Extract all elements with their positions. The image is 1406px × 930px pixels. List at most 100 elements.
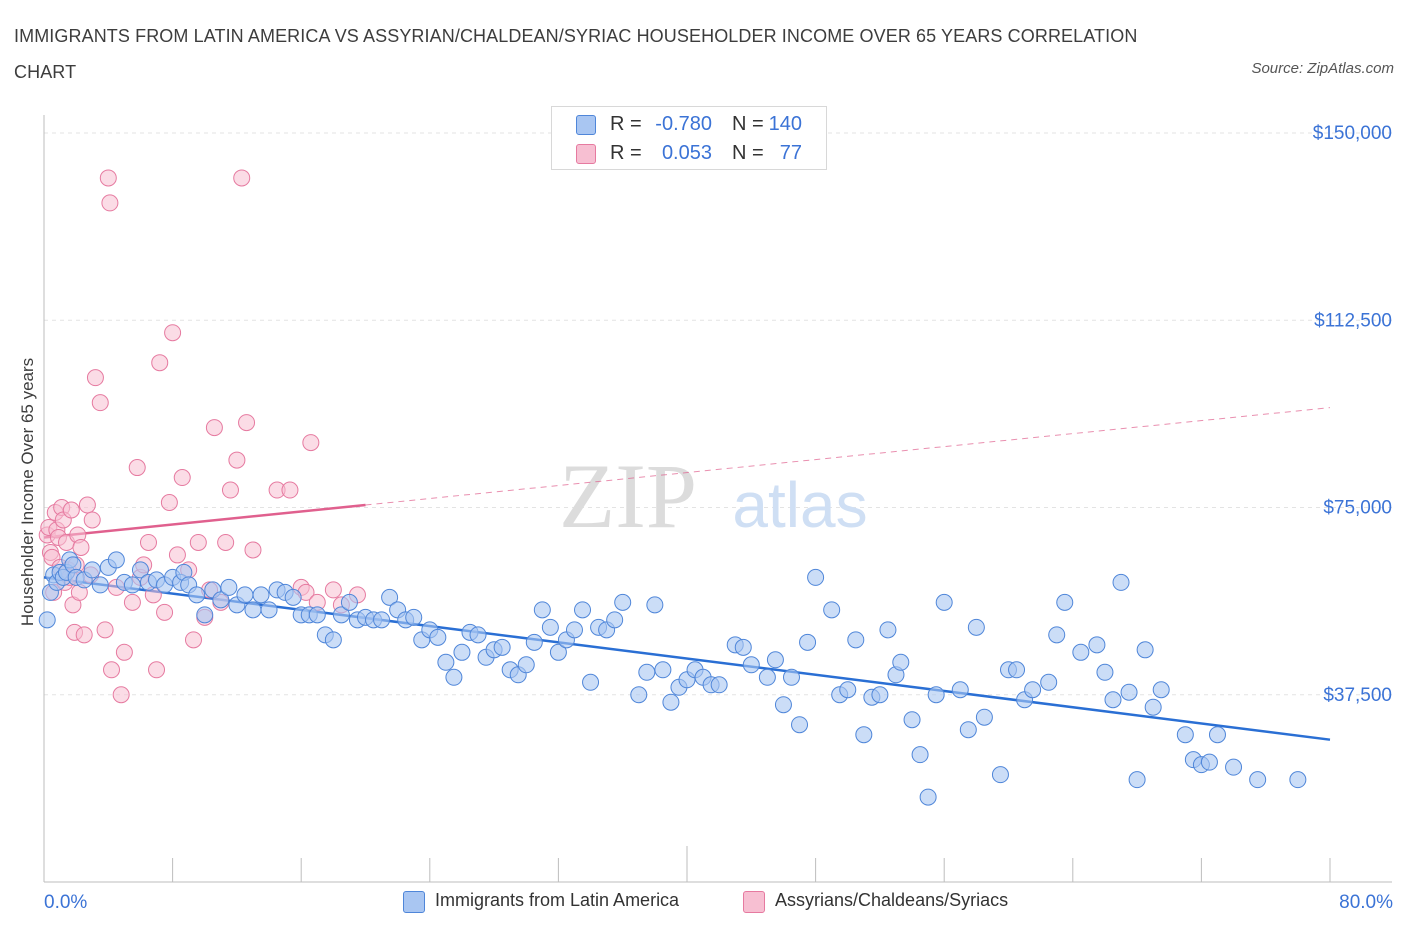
data-point-assyrian bbox=[151, 354, 169, 372]
x-tick-label: 0.0% bbox=[44, 892, 87, 913]
data-point-assyrian bbox=[244, 541, 262, 559]
data-point-assyrian bbox=[83, 511, 101, 529]
data-point-latin-america bbox=[879, 621, 897, 639]
data-point-assyrian bbox=[221, 481, 239, 499]
data-point-latin-america bbox=[38, 611, 56, 629]
y-tick-label: $150,000 bbox=[1313, 123, 1392, 144]
watermark-atlas: atlas bbox=[732, 469, 867, 541]
data-point-assyrian bbox=[228, 451, 246, 469]
data-point-latin-america bbox=[582, 673, 600, 691]
data-point-assyrian bbox=[123, 593, 141, 611]
stats-row-latin-america: R = -0.780 N = 140 bbox=[552, 111, 826, 139]
data-point-latin-america bbox=[710, 676, 728, 694]
data-point-latin-america bbox=[638, 663, 656, 681]
data-point-assyrian bbox=[173, 469, 191, 487]
data-point-assyrian bbox=[148, 661, 166, 679]
data-point-latin-america bbox=[630, 686, 648, 704]
data-point-latin-america bbox=[614, 593, 632, 611]
data-point-latin-america bbox=[1120, 683, 1138, 701]
swatch-assyrian bbox=[576, 144, 596, 164]
data-point-latin-america bbox=[541, 618, 559, 636]
data-point-latin-america bbox=[220, 578, 238, 596]
data-point-latin-america bbox=[453, 643, 471, 661]
data-point-latin-america bbox=[324, 631, 342, 649]
data-point-latin-america bbox=[381, 588, 399, 606]
data-point-latin-america bbox=[742, 656, 760, 674]
data-point-latin-america bbox=[935, 593, 953, 611]
data-point-latin-america bbox=[1104, 691, 1122, 709]
series-latin-america-points bbox=[38, 551, 1307, 806]
data-point-latin-america bbox=[469, 626, 487, 644]
data-point-latin-america bbox=[340, 593, 358, 611]
chart-title: IMMIGRANTS FROM LATIN AMERICA VS ASSYRIA… bbox=[14, 26, 1138, 82]
data-point-latin-america bbox=[847, 631, 865, 649]
r-label: R = bbox=[610, 142, 642, 164]
legend-label-latin-america: Immigrants from Latin America bbox=[435, 890, 680, 910]
legend-item-assyrian[interactable]: Assyrians/Chaldeans/Syriacs bbox=[743, 888, 1063, 916]
data-point-latin-america bbox=[892, 653, 910, 671]
data-point-assyrian bbox=[91, 394, 109, 412]
data-point-latin-america bbox=[131, 561, 149, 579]
data-point-latin-america bbox=[839, 681, 857, 699]
data-point-latin-america bbox=[1128, 771, 1146, 789]
legend-swatch-latin-america bbox=[403, 891, 425, 913]
data-point-latin-america bbox=[774, 696, 792, 714]
data-point-assyrian bbox=[168, 546, 186, 564]
data-point-latin-america bbox=[734, 638, 752, 656]
data-point-latin-america bbox=[758, 668, 776, 686]
watermark: ZIP atlas bbox=[559, 445, 868, 547]
stats-legend-box: R = -0.780 N = 140 R = 0.053 N = 77 bbox=[551, 106, 827, 170]
data-point-latin-america bbox=[1072, 643, 1090, 661]
data-point-latin-america bbox=[799, 633, 817, 651]
watermark-zip: ZIP bbox=[559, 445, 697, 547]
data-point-latin-america bbox=[903, 711, 921, 729]
data-point-assyrian bbox=[128, 459, 146, 477]
data-point-latin-america bbox=[1024, 681, 1042, 699]
data-point-latin-america bbox=[196, 606, 214, 624]
data-point-assyrian bbox=[164, 324, 182, 342]
axes bbox=[43, 115, 1392, 883]
data-point-latin-america bbox=[445, 668, 463, 686]
data-point-latin-america bbox=[1008, 661, 1026, 679]
r-label: R = bbox=[610, 113, 642, 135]
data-point-latin-america bbox=[1289, 771, 1307, 789]
data-point-assyrian bbox=[281, 481, 299, 499]
legend-item-latin-america[interactable]: Immigrants from Latin America bbox=[403, 888, 723, 916]
x-tick-label: 80.0% bbox=[1339, 892, 1393, 913]
data-point-assyrian bbox=[72, 538, 90, 556]
data-point-latin-america bbox=[236, 586, 254, 604]
data-point-latin-america bbox=[1048, 626, 1066, 644]
data-point-assyrian bbox=[156, 603, 174, 621]
data-point-assyrian bbox=[217, 533, 235, 551]
data-point-latin-america bbox=[252, 586, 270, 604]
data-point-latin-america bbox=[927, 686, 945, 704]
data-point-latin-america bbox=[646, 596, 664, 614]
legend-swatch-assyrian bbox=[743, 891, 765, 913]
data-point-latin-america bbox=[549, 643, 567, 661]
data-point-assyrian bbox=[189, 533, 207, 551]
data-point-latin-america bbox=[991, 766, 1009, 784]
r-value-latin-america: -0.780 bbox=[655, 113, 712, 135]
data-point-latin-america bbox=[525, 633, 543, 651]
data-point-latin-america bbox=[823, 601, 841, 619]
data-point-latin-america bbox=[919, 788, 937, 806]
data-point-latin-america bbox=[1249, 771, 1267, 789]
data-point-latin-america bbox=[574, 601, 592, 619]
data-point-latin-america bbox=[437, 653, 455, 671]
data-point-latin-america bbox=[332, 606, 350, 624]
data-point-latin-america bbox=[1056, 593, 1074, 611]
data-point-assyrian bbox=[302, 434, 320, 452]
data-point-latin-america bbox=[1136, 641, 1154, 659]
data-point-assyrian bbox=[78, 496, 96, 514]
data-point-latin-america bbox=[1096, 663, 1114, 681]
data-point-latin-america bbox=[1112, 573, 1130, 591]
data-point-latin-america bbox=[429, 628, 447, 646]
data-point-assyrian bbox=[238, 414, 256, 432]
data-point-latin-america bbox=[967, 618, 985, 636]
data-point-assyrian bbox=[103, 661, 121, 679]
data-point-assyrian bbox=[139, 533, 157, 551]
data-point-assyrian bbox=[160, 494, 178, 512]
data-point-latin-america bbox=[911, 746, 929, 764]
data-point-latin-america bbox=[959, 721, 977, 739]
data-point-latin-america bbox=[493, 638, 511, 656]
